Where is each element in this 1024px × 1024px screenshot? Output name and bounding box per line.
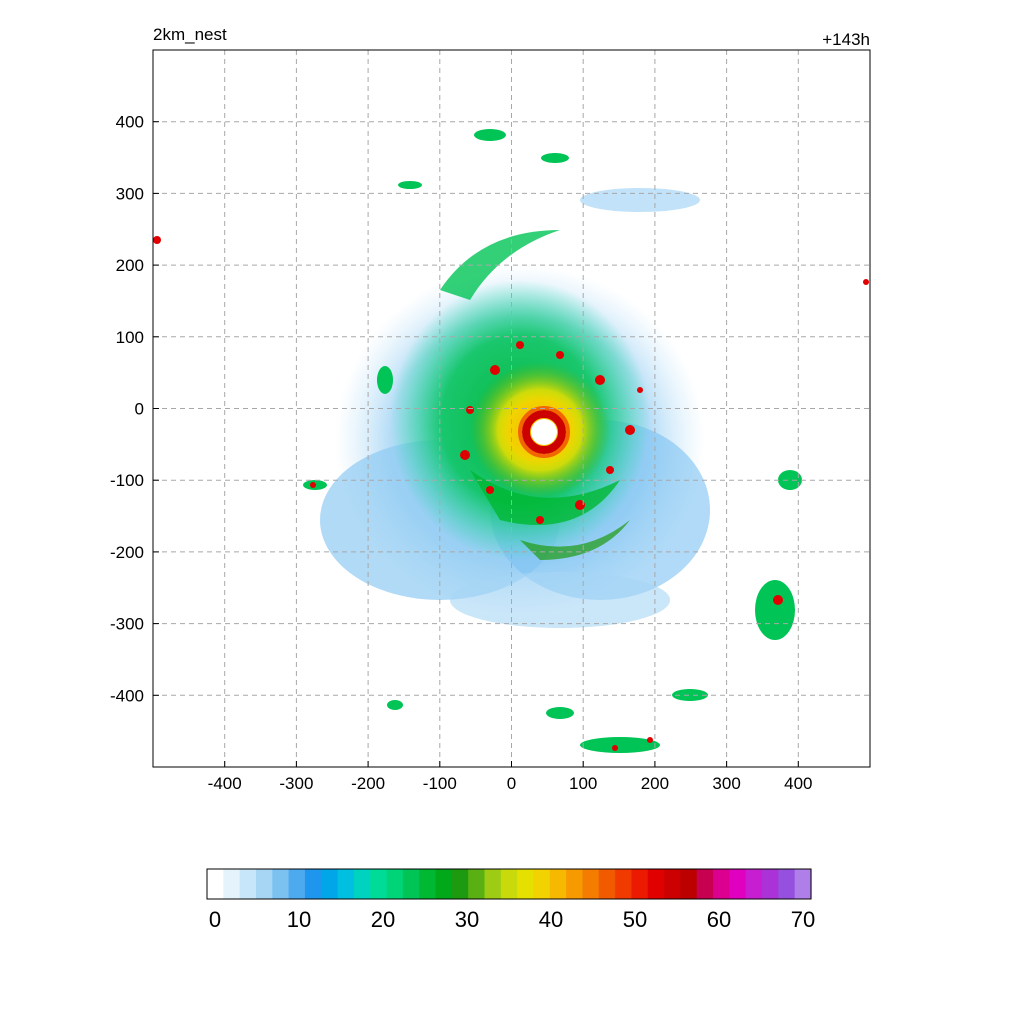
colorbar-swatch: [664, 869, 682, 899]
y-tick-label: -300: [110, 615, 144, 634]
colorbar-label: 60: [707, 907, 731, 932]
colorbar-swatch: [272, 869, 290, 899]
colorbar-label: 70: [791, 907, 815, 932]
y-tick-label: 200: [116, 256, 144, 275]
colorbar-swatch: [680, 869, 698, 899]
colorbar-swatch: [745, 869, 763, 899]
colorbar-swatch: [500, 869, 518, 899]
grid-lines: [153, 50, 870, 767]
colorbar-swatch: [631, 869, 649, 899]
colorbar-swatch: [484, 869, 502, 899]
colorbar-labels: 0 10 20 30 40 50 60 70: [209, 907, 815, 932]
x-tick-label: -400: [208, 774, 242, 793]
colorbar-swatch: [451, 869, 469, 899]
x-tick-label: 100: [569, 774, 597, 793]
plot-title-right: +143h: [822, 30, 870, 49]
colorbar-swatch: [353, 869, 371, 899]
colorbar-swatch: [288, 869, 306, 899]
colorbar-label: 40: [539, 907, 563, 932]
colorbar-swatch: [615, 869, 633, 899]
colorbar-swatch: [386, 869, 404, 899]
colorbar-swatch: [370, 869, 388, 899]
y-tick-label: -100: [110, 471, 144, 490]
colorbar-swatch: [762, 869, 779, 899]
colorbar-swatch: [255, 869, 273, 899]
colorbar-frame: [206, 868, 812, 900]
colorbar-swatch: [533, 869, 551, 899]
colorbar-swatch: [794, 869, 812, 899]
colorbar-swatch: [713, 869, 730, 899]
x-tick-label: 0: [507, 774, 516, 793]
y-axis: 400 300 200 100 0 -100 -200 -300 -400: [110, 113, 159, 705]
colorbar-swatch: [696, 869, 714, 899]
y-tick-label: -400: [110, 686, 144, 705]
colorbar-swatch: [566, 869, 584, 899]
x-tick-label: 300: [712, 774, 740, 793]
colorbar-label: 20: [371, 907, 395, 932]
colorbar-swatch: [582, 869, 600, 899]
colorbar-swatch: [729, 869, 747, 899]
colorbar-swatch: [337, 869, 355, 899]
colorbar-swatch: [468, 869, 486, 899]
x-tick-label: 200: [641, 774, 669, 793]
colorbar-swatch: [419, 869, 437, 899]
colorbar-swatch: [549, 869, 567, 899]
colorbar-swatch: [778, 869, 796, 899]
colorbar-swatch: [435, 869, 453, 899]
colorbar-swatch: [321, 869, 339, 899]
colorbar-label: 0: [209, 907, 221, 932]
y-tick-label: 100: [116, 328, 144, 347]
y-tick-label: 400: [116, 113, 144, 132]
x-tick-label: -100: [423, 774, 457, 793]
colorbar-label: 30: [455, 907, 479, 932]
x-tick-label: -200: [351, 774, 385, 793]
x-axis: -400 -300 -200 -100 0 100 200 300 400: [208, 761, 812, 793]
plot-title-left: 2km_nest: [153, 25, 227, 44]
x-tick-label: -300: [279, 774, 313, 793]
colorbar-label: 50: [623, 907, 647, 932]
colorbar-swatch: [647, 869, 665, 899]
colorbar-swatch: [223, 869, 241, 899]
colorbar: [207, 869, 812, 899]
x-tick-label: 400: [784, 774, 812, 793]
colorbar-swatch: [402, 869, 420, 899]
colorbar-swatch: [239, 869, 257, 899]
colorbar-swatch: [304, 869, 322, 899]
colorbar-swatch: [517, 869, 535, 899]
colorbar-label: 10: [287, 907, 311, 932]
colorbar-swatch: [207, 869, 224, 899]
colorbar-swatch: [598, 869, 616, 899]
y-tick-label: -200: [110, 543, 144, 562]
y-tick-label: 300: [116, 184, 144, 203]
y-tick-label: 0: [135, 400, 144, 419]
